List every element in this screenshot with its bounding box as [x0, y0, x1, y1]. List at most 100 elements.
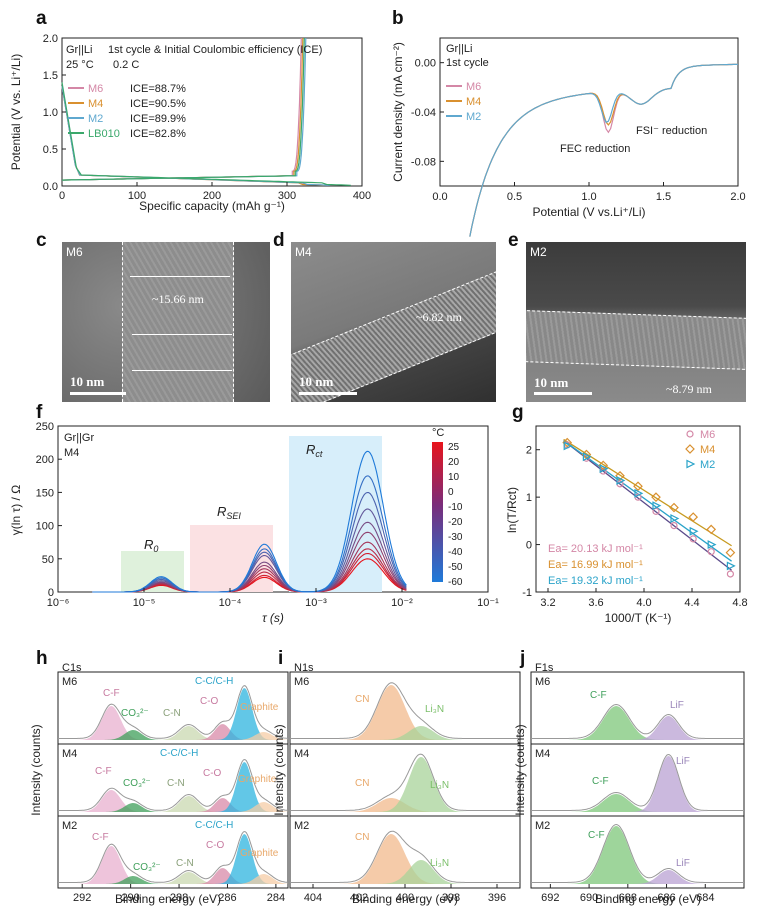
point-m4	[633, 481, 643, 492]
peak-label-co3: CO₃²⁻	[121, 708, 149, 719]
x-tick-label: 10⁻¹	[477, 597, 499, 609]
xps-envelope	[58, 685, 289, 739]
legend-label: M2	[700, 459, 715, 471]
xps-row-label: M2	[62, 820, 77, 832]
x-tick-label: 10⁻²	[391, 597, 413, 609]
xps-component-graphite	[58, 802, 288, 812]
xps-envelope	[290, 753, 520, 811]
point-m4	[598, 460, 609, 471]
xps-envelope	[531, 753, 744, 811]
legend-marker	[685, 444, 695, 454]
peak-label-cf: C-F	[592, 776, 609, 787]
panel-i: M6 N1s CN Li₃N M4 CN Li₃N M2 CN Li₃N 404 402 400 398 3…	[289, 662, 521, 904]
x-tick-label: 2.0	[730, 191, 745, 203]
x-tick-label: 686	[657, 892, 675, 904]
x-tick-label: 4.4	[684, 597, 699, 609]
point-m4	[706, 524, 717, 535]
tem-sei-layer	[122, 242, 234, 402]
y-tick-label: -0.04	[411, 107, 436, 119]
x-tick-label: 200	[203, 190, 221, 202]
y-axis-label-i: Intensity (counts)	[272, 724, 286, 815]
xps-component-cn	[58, 796, 288, 812]
xps-component-cf	[531, 826, 744, 884]
peak-label-cc: C-C/C-H	[195, 676, 233, 687]
y-axis-label: γ(ln τ) / Ω	[9, 485, 23, 535]
point-m2	[563, 441, 573, 451]
peak-label-cf: C-F	[588, 830, 605, 841]
region-rsei	[190, 525, 273, 592]
peak-label-co: C-O	[200, 696, 219, 707]
xps-row-label: M4	[62, 748, 77, 760]
region-rct	[289, 436, 382, 592]
x-axis-label: 1000/T (K⁻¹)	[605, 611, 672, 625]
y-tick-label: 100	[36, 521, 54, 533]
x-tick-label: 0.0	[432, 191, 447, 203]
fit-line-m6	[563, 440, 732, 571]
y-axis-label-j: Intensity (counts)	[513, 724, 527, 815]
xps-element-label: N1s	[294, 662, 314, 674]
temperature-label: 25 °C	[66, 59, 94, 71]
peak-label-cn: CN	[355, 778, 369, 789]
xps-envelope	[58, 758, 289, 811]
xps-envelope	[290, 682, 520, 739]
fit-line-m2	[563, 440, 732, 562]
tem-label: M2	[530, 245, 547, 259]
xps-component-cn	[58, 726, 288, 740]
xps-component-li3n	[290, 757, 520, 812]
tem-image-m4: M4 ~6.82 nm 10 nm	[291, 242, 496, 402]
legend: M6 ICE=88.7% M4 ICE=90.5% M2 ICE=89.9% LB010 IC…	[68, 83, 186, 140]
x-tick-label: 290	[121, 892, 139, 904]
xps-component-cn	[58, 872, 288, 884]
colorbar-tick-label: -60	[448, 577, 463, 588]
x-axis-label: τ (s)	[262, 611, 284, 625]
scale-bar	[70, 392, 126, 395]
x-axis-label: Potential (V vs.Li⁺/Li)	[532, 205, 645, 219]
point-m6	[726, 570, 735, 578]
xps-component-li3n	[290, 860, 520, 884]
x-tick-label: 4.8	[732, 597, 747, 609]
point-m4	[669, 502, 679, 513]
peak-label-cn: C-N	[163, 708, 181, 719]
xps-component-cc	[58, 834, 288, 884]
xps-component-cf	[531, 706, 744, 740]
xps-element-label: F1s	[535, 662, 554, 674]
tem-label: M4	[295, 245, 312, 259]
y-tick-label: -1	[522, 587, 532, 599]
ea-m4: Ea= 16.99 kJ mol⁻¹	[548, 559, 643, 571]
point-m2	[670, 514, 680, 523]
thickness-label: ~6.82 nm	[416, 310, 462, 324]
point-m6	[707, 548, 715, 556]
rate-label: 0.2 C	[113, 59, 139, 71]
peak-label-co3: CO₃²⁻	[133, 862, 161, 873]
colorbar-tick-label: 10	[448, 472, 460, 483]
x-tick-label: 402	[350, 892, 368, 904]
x-axis-label-i: Binding energy (eV)	[352, 892, 458, 906]
xps-row-label: M6	[294, 676, 309, 688]
axis-ticks: 0 100 200 300 400 0.0 0.5 1.0 1.5 2.0	[43, 33, 371, 202]
drt-curves	[92, 450, 407, 593]
x-tick-label: 3.2	[540, 597, 555, 609]
capacity-curves	[61, 37, 351, 186]
xps-envelope	[290, 830, 520, 883]
xps-row-label: M4	[294, 748, 309, 760]
y-tick-label: 1.5	[43, 70, 58, 82]
point-m2	[599, 464, 609, 474]
scale-bar-label: 10 nm	[70, 374, 105, 389]
ea-m6: Ea= 20.13 kJ mol⁻¹	[548, 543, 643, 555]
peak-label-co: C-O	[203, 768, 222, 779]
point-m2	[616, 476, 626, 486]
point-m6	[689, 535, 697, 543]
fit-line-m4	[563, 438, 732, 547]
colorbar-tick-label: -10	[448, 502, 463, 513]
scale-bar-label: 10 nm	[299, 374, 334, 389]
peak-label-graphite: Graphite	[240, 848, 279, 859]
peak-label-cn: C-N	[167, 778, 185, 789]
y-axis-label: Potential (V vs. Li⁺/Li)	[9, 54, 23, 170]
y-axis-label: Current density (mA cm⁻²)	[391, 42, 405, 182]
r0-label: R0	[144, 537, 158, 554]
xps-envelope	[531, 703, 744, 739]
y-tick-label: 50	[42, 554, 54, 566]
panel-label-i: i	[278, 648, 283, 669]
